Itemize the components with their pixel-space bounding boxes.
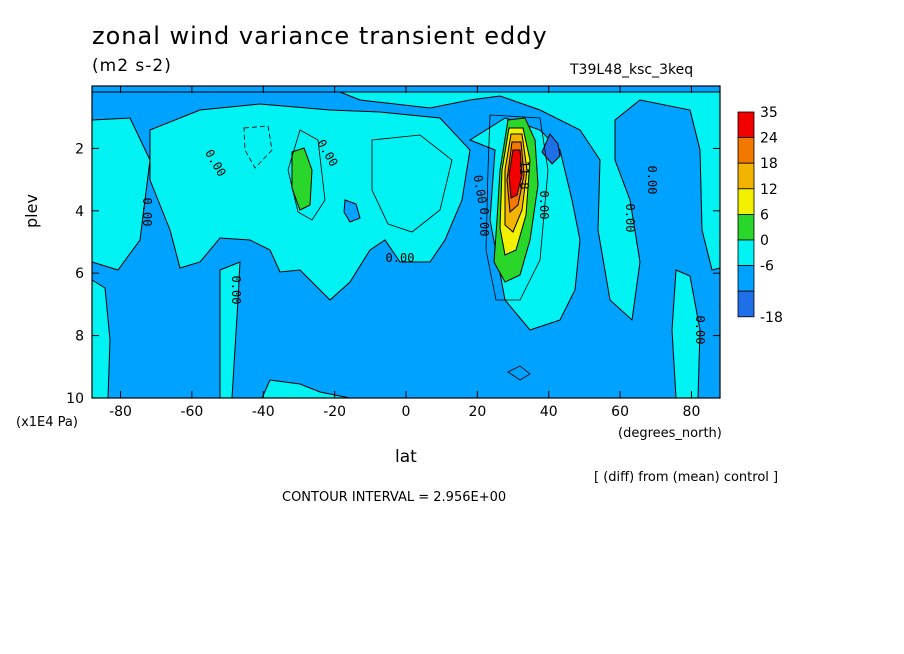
x-tick-label: 0 — [402, 404, 411, 420]
colorbar-label: 35 — [760, 105, 778, 121]
colorbar-swatch — [737, 290, 755, 318]
x-axis-label: lat — [395, 447, 417, 467]
y-tick-label: 4 — [75, 204, 84, 220]
contour-line — [287, 129, 326, 221]
region-neg18 — [541, 133, 561, 165]
colorbar-label: 12 — [760, 182, 778, 198]
contour-label: 0.00 — [229, 276, 243, 305]
contour-label: 0.00 — [386, 251, 415, 265]
colorbar-label: 0 — [760, 233, 769, 249]
colorbar-swatch — [737, 213, 755, 241]
colorbar-swatch — [737, 188, 755, 215]
diff-note: [ (diff) from (mean) control ] — [594, 470, 779, 485]
y-tick-label: 8 — [75, 329, 84, 345]
chart-units: (m2 s-2) — [92, 56, 172, 76]
contour-label: 0.00 — [471, 174, 490, 205]
colorbar-label: 6 — [760, 207, 769, 223]
chart-title: zonal wind variance transient eddy — [92, 22, 548, 50]
contour-line — [485, 114, 549, 301]
contour-line — [507, 365, 531, 381]
x-tick-label: -80 — [109, 404, 132, 420]
contour-lines — [243, 114, 549, 381]
colorbar-swatch — [737, 137, 755, 164]
contour-interval: CONTOUR INTERVAL = 2.956E+00 — [282, 490, 507, 505]
region-zero-e — [219, 261, 241, 399]
y-tick-label: 6 — [75, 266, 84, 282]
colorbar-swatch — [737, 111, 755, 139]
contour-label: 0.00 — [623, 204, 637, 233]
region-neg-top — [343, 199, 361, 223]
contour-label: 0.00 — [537, 191, 551, 220]
contour-label: 11.8 — [517, 161, 531, 190]
x-tick-label: -40 — [252, 404, 275, 420]
colorbar-label: 24 — [760, 131, 778, 147]
colorbar: 35 24 18 12 6 0 -6 -18 — [737, 105, 783, 326]
x-tick-label: 40 — [540, 404, 558, 420]
contour-field — [91, 86, 721, 399]
colorbar-label: 18 — [760, 156, 778, 172]
region-pos35 — [508, 149, 523, 199]
x-axis-ticks: -80 -60 -40 -20 0 20 40 60 80 — [109, 86, 700, 420]
contour-label: 0.00 — [477, 208, 491, 237]
x-tick-label: 20 — [468, 404, 486, 420]
region-zero-a — [92, 91, 721, 322]
x-axis-unit: (degrees_north) — [618, 426, 722, 441]
x-tick-label: 80 — [683, 404, 701, 420]
colorbar-swatch — [737, 239, 755, 267]
contour-line — [371, 134, 453, 233]
colorbar-swatch — [737, 162, 755, 190]
y-tick-label: 10 — [66, 391, 84, 407]
x-tick-label: -60 — [180, 404, 203, 420]
contour-label: 0.00 — [693, 316, 707, 345]
run-name: T39L48_ksc_3keq — [570, 62, 694, 78]
x-tick-label: -20 — [323, 404, 346, 420]
colorbar-label: -6 — [760, 259, 774, 275]
colorbar-label: -18 — [760, 310, 783, 326]
colorbar-swatch — [737, 265, 755, 292]
y-tick-label: 2 — [75, 141, 84, 157]
contour-label: 0.00 — [140, 198, 154, 227]
contour-line — [243, 125, 273, 169]
contour-label: 0.00 — [645, 166, 659, 195]
x-tick-label: 60 — [611, 404, 629, 420]
y-axis-ticks: 2 4 6 8 10 — [66, 141, 720, 407]
y-axis-unit: (x1E4 Pa) — [16, 415, 78, 430]
